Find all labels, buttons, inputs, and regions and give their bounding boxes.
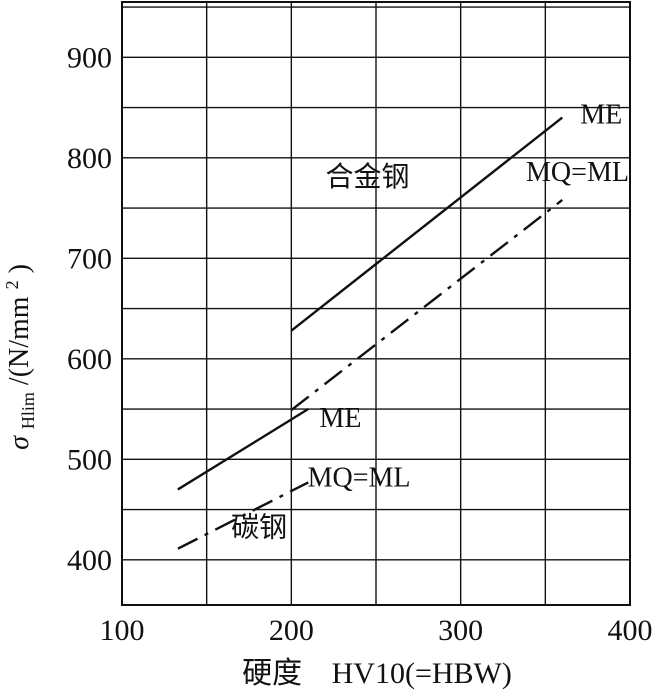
y-tick-label: 800 — [67, 142, 112, 175]
x-axis-label-prefix: 硬度 — [242, 657, 302, 690]
y-tick-label: 700 — [67, 242, 112, 275]
annotation-label: ME — [580, 100, 622, 131]
y-axis-label-unit-power: 2 — [2, 280, 22, 289]
grid-layer — [121, 1, 631, 606]
x-axis-label: 硬度 HV10(=HBW) — [242, 657, 512, 690]
series-line — [290, 116, 564, 332]
annotation-label: 合金钢 — [326, 161, 410, 193]
series-line — [290, 199, 564, 411]
y-tick-label: 400 — [67, 544, 112, 577]
y-axis-label-subscript: Hlim — [18, 392, 38, 429]
annotation-label: ME — [319, 403, 361, 434]
y-tick-label: 900 — [67, 41, 112, 74]
y-axis-label: σ Hlim /(N/mm 2 ) — [0, 264, 41, 450]
y-axis-label-unit-prefix: /(N/mm — [4, 296, 35, 385]
annotation-label: MQ=ML — [526, 157, 629, 188]
tick-layer: 100 200 300 400 400 500 600 700 800 900 — [67, 41, 653, 647]
x-tick-label: 400 — [608, 614, 653, 647]
annotation-label: 碳钢 — [231, 512, 287, 544]
annotation-label: MQ=ML — [308, 462, 411, 493]
x-tick-label: 300 — [438, 614, 483, 647]
series-line — [177, 481, 309, 550]
series-layer — [177, 116, 564, 550]
y-tick-label: 600 — [67, 343, 112, 376]
y-axis-label-unit-suffix: ) — [4, 264, 35, 273]
y-tick-label: 500 — [67, 443, 112, 476]
x-axis-label-unit: HV10(=HBW) — [332, 657, 512, 690]
x-tick-label: 200 — [269, 614, 314, 647]
annotation-layer: ME MQ=ML 合金钢 ME MQ=ML 碳钢 — [231, 100, 629, 544]
series-line — [177, 408, 309, 491]
x-tick-label: 100 — [100, 614, 145, 647]
y-axis-label-symbol: σ — [4, 435, 35, 450]
